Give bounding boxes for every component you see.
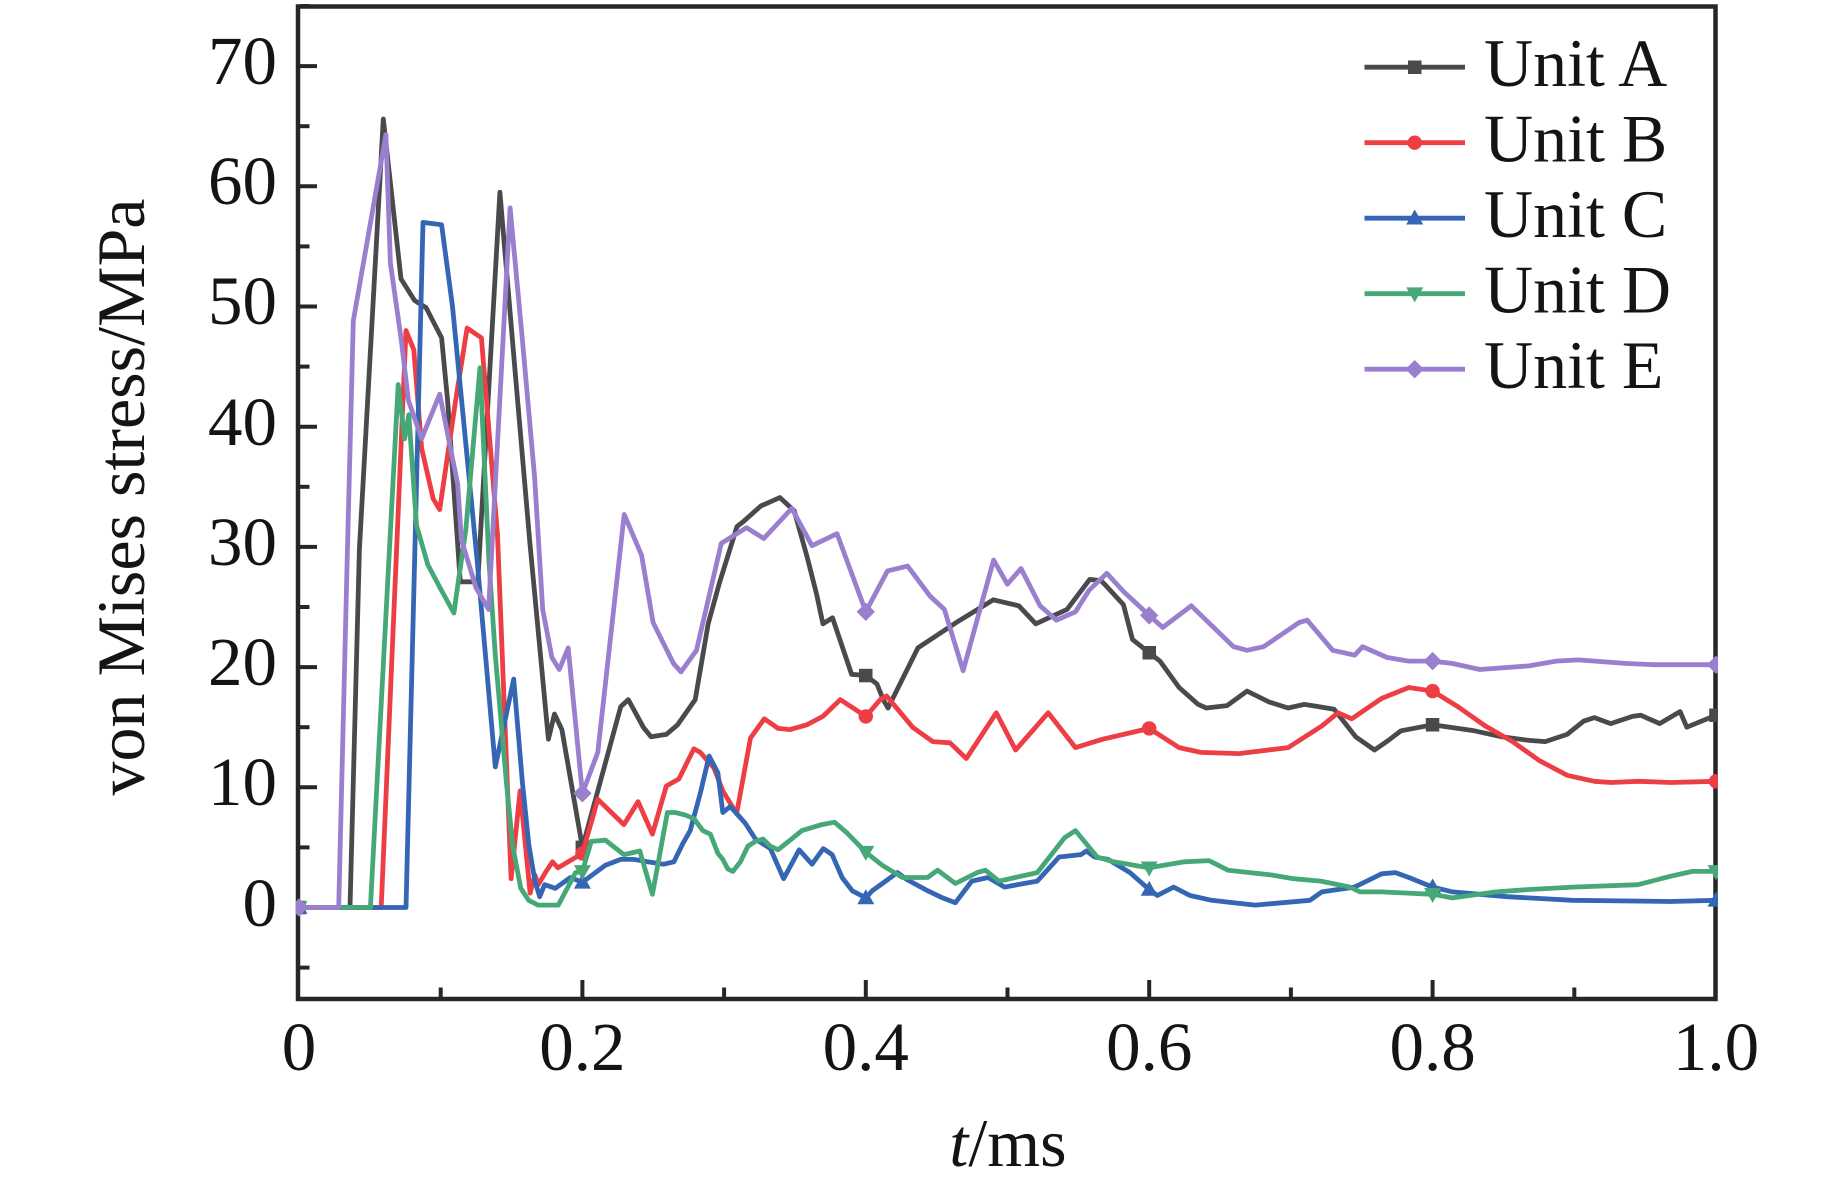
svg-text:Unit A: Unit A: [1484, 25, 1667, 101]
svg-text:Unit B: Unit B: [1484, 100, 1667, 176]
svg-text:Unit E: Unit E: [1484, 327, 1663, 403]
svg-text:0: 0: [243, 865, 278, 941]
svg-text:Unit C: Unit C: [1484, 176, 1667, 252]
svg-text:Unit D: Unit D: [1484, 251, 1671, 327]
svg-text:0.8: 0.8: [1389, 1009, 1475, 1085]
svg-text:t/ms: t/ms: [949, 1105, 1066, 1181]
svg-text:von Mises stress/MPa: von Mises stress/MPa: [83, 199, 159, 796]
svg-text:10: 10: [208, 744, 277, 820]
svg-text:50: 50: [208, 263, 277, 339]
svg-text:40: 40: [208, 384, 277, 460]
svg-text:0.6: 0.6: [1106, 1009, 1192, 1085]
svg-text:1.0: 1.0: [1673, 1009, 1759, 1085]
svg-text:70: 70: [208, 23, 277, 99]
svg-text:20: 20: [208, 624, 277, 700]
svg-text:30: 30: [208, 504, 277, 580]
svg-text:0: 0: [282, 1009, 317, 1085]
svg-text:0.2: 0.2: [539, 1009, 625, 1085]
svg-text:0.4: 0.4: [823, 1009, 909, 1085]
svg-text:60: 60: [208, 143, 277, 219]
